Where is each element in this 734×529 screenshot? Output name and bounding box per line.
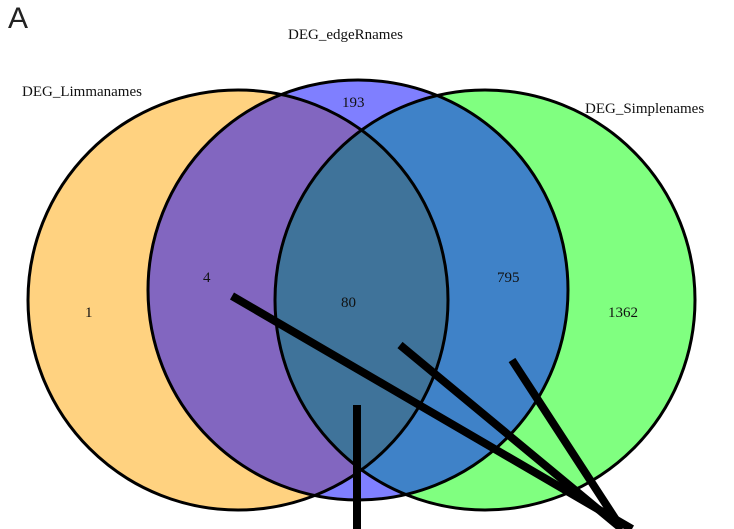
set-label-simple: DEG_Simplenames <box>585 101 704 117</box>
leader-line-edger-simple-2 <box>508 357 626 529</box>
set-label-edger: DEG_edgeRnames <box>288 27 403 43</box>
set-label-limma: DEG_Limmanames <box>22 84 142 100</box>
count-edger-simple: 795 <box>497 270 520 286</box>
triple-overlap <box>275 90 448 500</box>
leader-line-limma-edger <box>229 292 635 529</box>
count-all-three: 80 <box>341 295 356 311</box>
limma-circle-outline <box>26 88 450 512</box>
simple-circle-outline <box>273 88 697 512</box>
count-edger-only: 193 <box>342 95 365 111</box>
leader-line-edger-simple-1 <box>397 341 625 529</box>
count-simple-only: 1362 <box>608 305 638 321</box>
count-limma-only: 1 <box>85 305 93 321</box>
count-limma-edger: 4 <box>203 270 211 286</box>
panel-label: A <box>8 2 29 35</box>
